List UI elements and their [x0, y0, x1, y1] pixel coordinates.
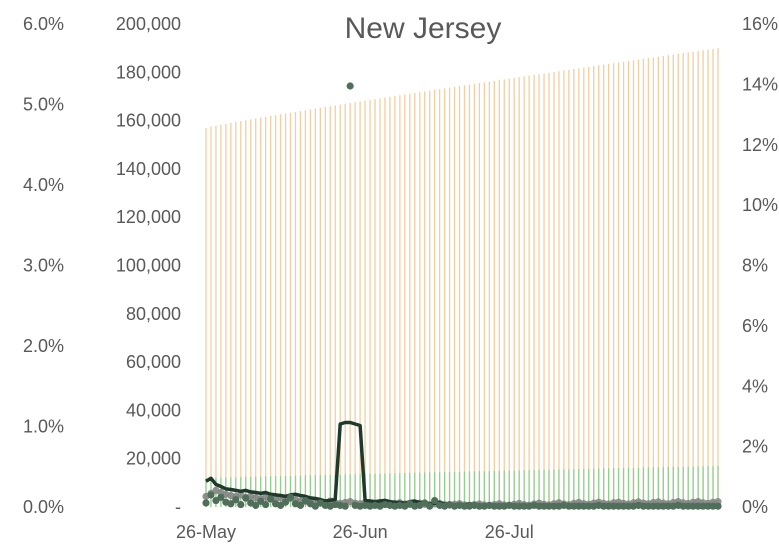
scatter-point-left [490, 502, 498, 510]
middle-axis-tick-label: 60,000 [126, 352, 181, 372]
scatter-point-left [242, 494, 250, 502]
middle-axis-tick-label: 140,000 [116, 159, 181, 179]
scatter-point-left [659, 502, 667, 510]
scatter-point-left [346, 82, 354, 90]
scatter-point-left [510, 502, 518, 510]
scatter-point-left [644, 502, 653, 510]
x-axis-tick-label: 26-Jul [485, 522, 534, 542]
right-axis-tick-label: 14% [742, 74, 778, 94]
left-axis-tick-label: 5.0% [23, 95, 64, 115]
scatter-point-left [267, 495, 275, 503]
x-axis-tick-label: 26-May [176, 522, 236, 542]
middle-axis-tick-label: 80,000 [126, 304, 181, 324]
middle-axis-tick-label: 200,000 [116, 14, 181, 34]
plot-area [202, 48, 722, 510]
right-axis-tick-label: 2% [742, 437, 768, 457]
scatter-point-left [341, 502, 349, 510]
scatter-point-left [585, 502, 593, 510]
scatter-point-left [614, 502, 623, 510]
scatter-point-left [495, 502, 503, 510]
scatter-point-left [575, 502, 583, 510]
scatter-point-left [664, 502, 672, 510]
scatter-point-left [639, 502, 648, 510]
scatter-point-left [689, 502, 697, 510]
scatter-point-left [570, 502, 578, 510]
middle-axis-tick-label: 100,000 [116, 256, 181, 276]
scatter-point-left [460, 502, 469, 510]
scatter-point-left [207, 491, 215, 499]
scatter-point-left [217, 493, 225, 501]
left-axis: 0.0% 1.0% 2.0% 3.0% 4.0% 5.0% 6.0% [23, 14, 64, 517]
scatter-point-left [679, 502, 687, 510]
scatter-point-left [565, 502, 573, 510]
middle-axis-tick-label: 160,000 [116, 111, 181, 131]
right-axis-tick-label: 4% [742, 376, 768, 396]
left-axis-tick-label: 0.0% [23, 497, 64, 517]
left-axis-tick-label: 3.0% [23, 256, 64, 276]
right-axis: 0% 2% 4% 6% 8% 10% 12% 14% 16% [742, 14, 778, 517]
x-axis-tick-label: 26-Jun [333, 522, 388, 542]
scatter-point-left [475, 502, 483, 510]
scatter-point-left [515, 502, 523, 510]
scatter-point-left [286, 493, 295, 501]
scatter-point-left [684, 502, 692, 510]
scatter-point-left [252, 501, 260, 509]
left-axis-tick-label: 2.0% [23, 336, 64, 356]
scatter-point-left [709, 502, 717, 510]
scatter-point-left [281, 498, 290, 506]
right-axis-tick-label: 16% [742, 14, 778, 34]
right-axis-tick-label: 6% [742, 316, 768, 336]
middle-axis-tick-label: 120,000 [116, 207, 181, 227]
right-axis-tick-label: 8% [742, 256, 768, 276]
scatter-point-left [262, 500, 270, 509]
right-axis-tick-label: 10% [742, 195, 778, 215]
scatter-point-left [649, 502, 657, 510]
scatter-point-left [704, 502, 712, 510]
middle-axis-tick-label: 20,000 [126, 449, 181, 469]
scatter-point-left [540, 502, 548, 510]
left-axis-tick-label: 4.0% [23, 175, 64, 195]
middle-axis-tick-label: - [175, 497, 181, 517]
scatter-point-left [227, 500, 235, 508]
left-axis-tick-label: 6.0% [23, 14, 64, 34]
right-axis-tick-label: 12% [742, 135, 778, 155]
scatter-point-left [580, 502, 588, 510]
x-axis: 26-May 26-Jun 26-Jul [176, 522, 534, 542]
scatter-point-left [232, 496, 240, 504]
scatter-point-left [610, 502, 618, 510]
scatter-point-left [520, 502, 528, 510]
scatter-point-left [624, 502, 633, 510]
scatter-point-left [545, 502, 553, 510]
scatter-point-left [714, 502, 722, 510]
scatter-point-left [535, 502, 543, 510]
scatter-point-left [619, 502, 628, 510]
scatter-point-left [600, 502, 608, 510]
scatter-point-left [431, 496, 439, 505]
scatter-point-left [654, 502, 662, 510]
scatter-point-left [237, 500, 245, 509]
chart-title: New Jersey [345, 12, 502, 45]
line-series [205, 420, 719, 508]
scatter-point-left [296, 501, 305, 509]
right-axis-tick-label: 0% [742, 497, 768, 517]
scatter-point-left [426, 502, 434, 510]
scatter-point-left [550, 502, 558, 510]
middle-axis-tick-label: 40,000 [126, 400, 181, 420]
scatter-point-left [694, 502, 702, 510]
left-axis-tick-label: 1.0% [23, 417, 64, 437]
scatter-point-left [202, 499, 210, 507]
middle-axis-tick-label: 180,000 [116, 62, 181, 82]
middle-axis: - 20,000 40,000 60,000 80,000 100,000 120,000 1… [116, 14, 181, 517]
scatter-point-left [605, 502, 613, 510]
scatter-point-left [699, 502, 707, 510]
